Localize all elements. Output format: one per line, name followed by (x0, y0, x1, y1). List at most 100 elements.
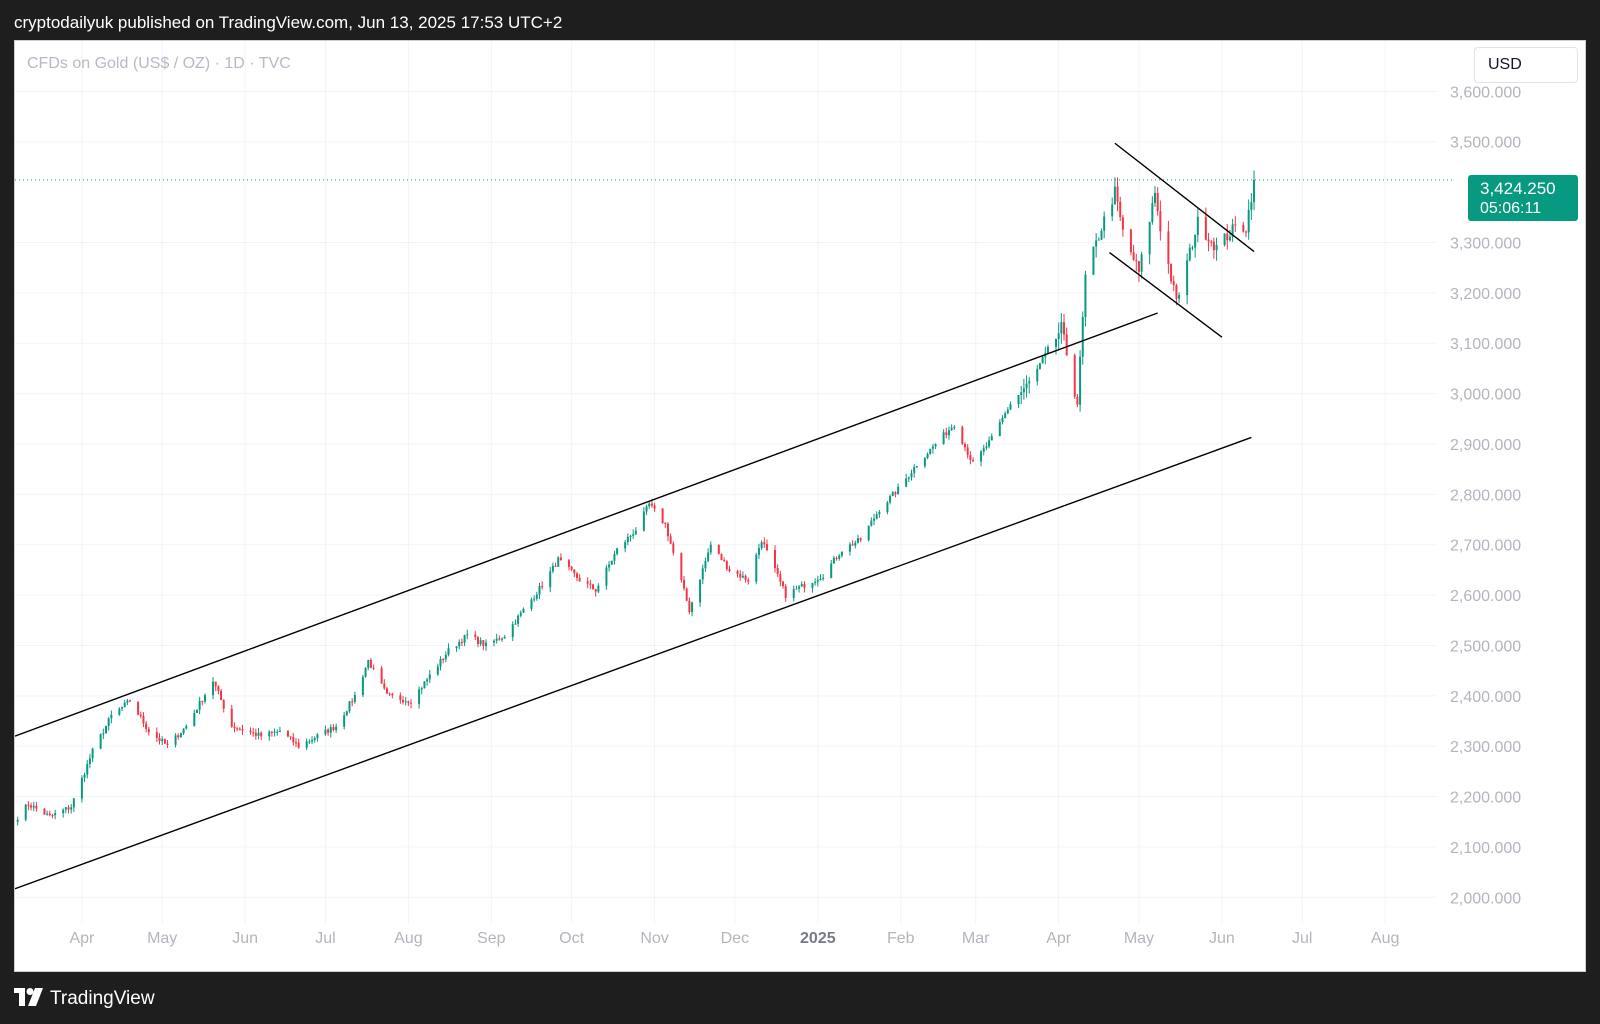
candle-body (276, 731, 279, 733)
candle-body (779, 574, 782, 582)
candle-body (1244, 231, 1247, 233)
candle-body (685, 588, 688, 601)
candle-body (410, 702, 413, 704)
candle-body (931, 446, 934, 449)
candle-body (942, 432, 945, 445)
candle-body (645, 506, 648, 512)
y-tick-label: 2,500.000 (1450, 638, 1521, 655)
candle-body (455, 646, 458, 649)
candle-body (380, 668, 383, 684)
candle-body (70, 807, 73, 810)
candle-body (252, 732, 255, 734)
candle-body (1081, 316, 1084, 357)
candle-body (1038, 363, 1041, 369)
candle-body (886, 502, 889, 513)
candle-body (1156, 192, 1159, 212)
candle-body (1247, 209, 1250, 233)
channel-upper-line (15, 312, 1158, 737)
candle-body (1063, 322, 1066, 335)
candle-body (1186, 260, 1189, 295)
candle-body (613, 554, 616, 561)
candle-body (672, 543, 675, 553)
candle-body (463, 635, 466, 643)
candle-body (1119, 201, 1122, 218)
currency-button[interactable]: USD (1474, 47, 1578, 83)
candle-body (757, 548, 760, 555)
candle-body (704, 560, 707, 569)
candle-body (54, 813, 57, 816)
candle-body (905, 478, 908, 487)
candle-body (316, 734, 319, 739)
candle-body (121, 706, 124, 709)
candle-body (549, 571, 552, 588)
candle-body (257, 732, 260, 736)
candle-body (832, 557, 835, 564)
candle-body (664, 523, 667, 525)
flag-lower-line (1109, 251, 1223, 338)
candle-body (474, 634, 477, 638)
candle-body (605, 567, 608, 586)
candle-body (24, 804, 27, 820)
candle-body (1100, 230, 1103, 240)
y-tick-label: 2,400.000 (1450, 689, 1521, 706)
candle-body (444, 654, 447, 660)
candle-body (436, 666, 439, 675)
candle-body (723, 559, 726, 562)
candle-body (493, 640, 496, 643)
candle-body (482, 640, 485, 646)
candle-body (519, 612, 522, 616)
candle-body (1148, 221, 1151, 255)
candle-body (198, 700, 201, 710)
candle-body (998, 421, 1001, 437)
candle-body (501, 638, 504, 640)
tradingview-brand[interactable]: TradingView (50, 988, 155, 1009)
candle-body (717, 544, 720, 554)
candle-body (980, 451, 983, 462)
candle-body (268, 731, 271, 737)
candle-body (1009, 404, 1012, 410)
candle-body (830, 563, 833, 578)
price-chart[interactable]: 3,600.000 3,500.000 3,300.000 3,200.000 3,10… (15, 41, 1586, 972)
candle-body (947, 430, 950, 436)
candle-body (551, 565, 554, 572)
candle-body (345, 711, 348, 716)
candle-body (792, 589, 795, 598)
candle-body (913, 467, 916, 474)
candle-body (254, 732, 257, 736)
candle-body (559, 557, 562, 561)
candle-body (428, 674, 431, 680)
candle-body (1196, 216, 1199, 235)
candle-body (522, 608, 525, 613)
candle-body (313, 738, 316, 741)
y-tick-label: 2,800.000 (1450, 487, 1521, 504)
candle-body (236, 728, 239, 730)
candle-body (1135, 260, 1138, 262)
candle-body (859, 538, 862, 541)
candle-body (1076, 396, 1079, 405)
candle-body (476, 637, 479, 645)
candle-body (308, 741, 311, 743)
candle-body (950, 427, 953, 431)
candle-body (364, 667, 367, 677)
y-tick-label: 3,100.000 (1450, 336, 1521, 353)
candle-body (30, 805, 33, 808)
tradingview-logo-icon[interactable] (14, 988, 44, 1006)
candle-body (348, 701, 351, 712)
candle-body (535, 594, 538, 599)
y-tick-label: 2,100.000 (1450, 840, 1521, 857)
candle-body (43, 808, 46, 815)
candle-body (289, 736, 292, 738)
candle-body (1025, 383, 1028, 389)
candle-body (701, 568, 704, 580)
candle-body (1159, 211, 1162, 232)
symbol-title[interactable]: CFDs on Gold (US$ / OZ) · 1D · TVC (27, 55, 291, 72)
candle-body (798, 586, 801, 589)
candle-body (163, 739, 166, 744)
candle-body (739, 573, 742, 578)
candle-body (62, 809, 65, 814)
candle-body (1172, 281, 1175, 286)
candle-body (1242, 224, 1245, 232)
chart-panel[interactable]: 3,600.000 3,500.000 3,300.000 3,200.000 3,10… (14, 40, 1586, 972)
candle-body (503, 637, 506, 639)
candle-body (67, 807, 70, 810)
